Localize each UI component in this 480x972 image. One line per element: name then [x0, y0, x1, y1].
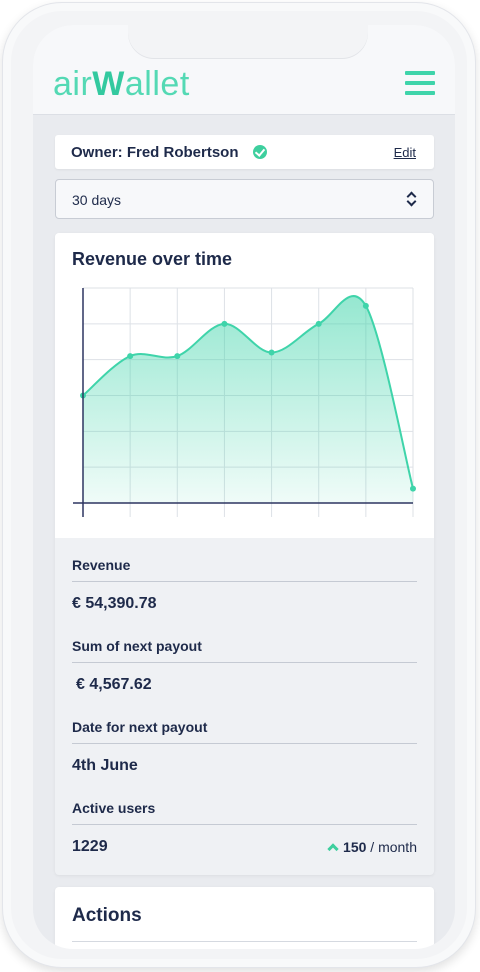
chart-area-fill — [83, 296, 413, 503]
chart-data-point — [268, 349, 275, 356]
device-notch — [128, 25, 368, 59]
revenue-card: Revenue over time Revenue — [55, 233, 434, 875]
payout-date-value: 4th June — [72, 757, 138, 774]
chart-title: Revenue over time — [72, 249, 233, 269]
logo-text-w: W — [92, 65, 125, 103]
chart-data-point — [174, 353, 181, 360]
owner-card: Owner: Fred Robertson Edit — [55, 135, 434, 169]
divider — [72, 743, 417, 744]
chart-data-point — [221, 320, 228, 327]
airwallet-logo[interactable]: airWallet — [53, 67, 190, 101]
app-screen: airWallet Owner: Fred Robertson Edit 30 … — [33, 25, 455, 949]
chevron-up-icon — [327, 843, 339, 855]
period-select-value: 30 days — [72, 192, 122, 208]
revenue-value: € 54,390.78 — [72, 595, 157, 612]
menu-bar — [405, 71, 435, 75]
revenue-chart: Revenue over time — [55, 233, 434, 538]
payout-label: Sum of next payout — [72, 638, 202, 654]
active-users-growth: 150 / month — [327, 839, 417, 855]
revenue-label: Revenue — [72, 557, 131, 573]
chart-data-point — [127, 353, 134, 360]
divider — [72, 581, 417, 582]
period-select[interactable]: 30 days — [55, 179, 434, 219]
actions-title: Actions — [72, 905, 142, 926]
up-down-chevron-icon — [407, 190, 417, 208]
edit-owner-link[interactable]: Edit — [393, 145, 416, 160]
active-users-value: 1229 — [72, 838, 108, 855]
actions-card: Actions — [55, 887, 434, 949]
chart-data-point — [315, 320, 322, 327]
logo-text-allet: allet — [124, 65, 190, 103]
active-users-label: Active users — [72, 800, 156, 816]
verified-check-icon — [253, 145, 267, 159]
chart-data-point — [410, 485, 416, 492]
payout-date-label: Date for next payout — [72, 719, 208, 735]
revenue-chart-svg — [73, 287, 416, 517]
divider — [72, 662, 417, 663]
menu-bar — [405, 81, 435, 85]
growth-value: 150 — [343, 839, 367, 855]
chart-data-point — [362, 302, 369, 309]
owner-name: Owner: Fred Robertson — [71, 144, 239, 161]
divider — [72, 824, 417, 825]
logo-text-air: air — [53, 65, 93, 103]
growth-unit: / month — [366, 839, 417, 855]
menu-bar — [405, 91, 435, 95]
divider — [72, 941, 417, 942]
hamburger-menu-icon[interactable] — [405, 71, 435, 95]
payout-value: € 4,567.62 — [76, 676, 152, 693]
